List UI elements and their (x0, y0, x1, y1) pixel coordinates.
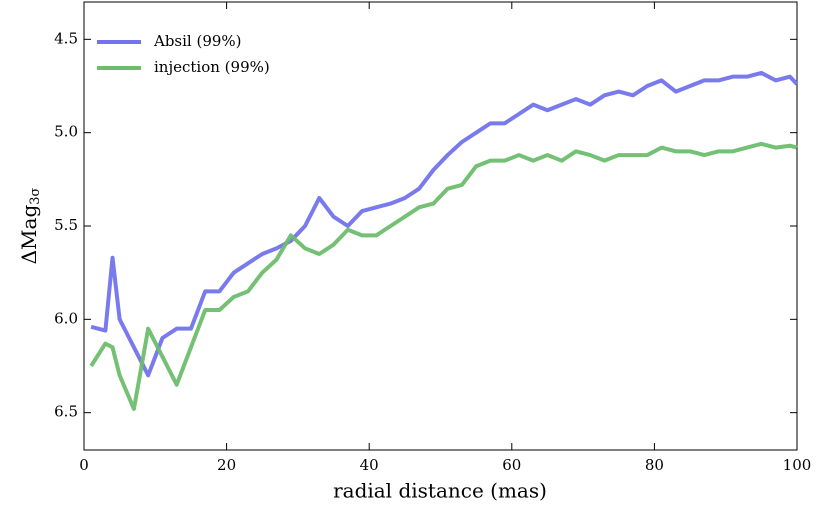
y-label-sub: 3σ (28, 187, 43, 204)
x-tick-label: 60 (502, 456, 521, 474)
x-tick-label: 40 (360, 456, 379, 474)
y-tick-label: 5.0 (54, 123, 78, 141)
y-label-main: ΔMag (17, 205, 41, 265)
x-tick-label: 100 (783, 456, 812, 474)
x-axis-label: radial distance (mas) (333, 479, 547, 503)
x-tick-label: 80 (645, 456, 664, 474)
y-axis-label: ΔMag3σ (17, 187, 43, 264)
y-tick-label: 4.5 (54, 29, 78, 47)
x-tick-label: 0 (79, 456, 89, 474)
series-line (90, 70, 799, 378)
y-tick-label: 6.0 (54, 309, 78, 327)
y-tick-label: 5.5 (54, 216, 78, 234)
legend-label: injection (99%) (154, 58, 270, 76)
series-line (89, 141, 798, 411)
legend-label: Absil (99%) (153, 32, 242, 50)
x-tick-label: 20 (217, 456, 236, 474)
y-tick-label: 6.5 (54, 403, 78, 421)
